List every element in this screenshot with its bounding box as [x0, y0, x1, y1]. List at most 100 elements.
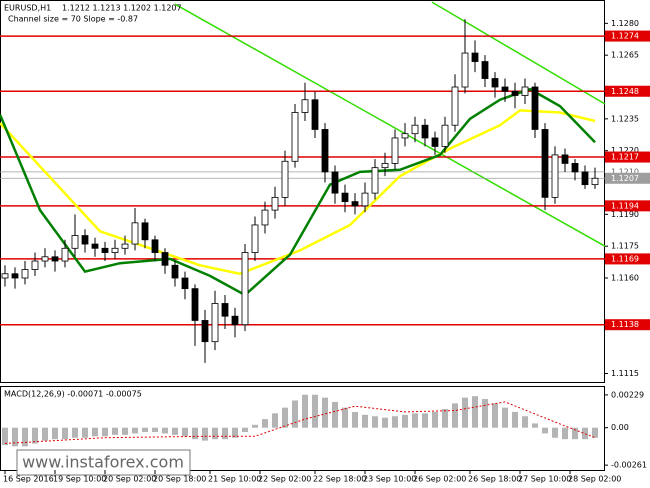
- macd-label: MACD(12,26,9) -0.00071 -0.00075: [4, 390, 142, 399]
- candle-body: [451, 86, 459, 126]
- main-panel: [0, 0, 605, 383]
- candle-body: [231, 315, 239, 326]
- candle-body: [31, 260, 39, 270]
- candle-body: [311, 99, 319, 130]
- macd-bar: [192, 427, 198, 440]
- level-label-bg: [605, 200, 650, 212]
- candle-body: [191, 288, 199, 321]
- candle-body: [1, 273, 9, 279]
- level-label: 1.1274: [611, 32, 639, 41]
- macd-bar: [482, 399, 488, 428]
- macd-bar: [72, 427, 78, 438]
- candle-body: [101, 247, 109, 253]
- y-tick-label: 1.1280: [611, 19, 639, 28]
- candle-body: [41, 256, 49, 262]
- macd-bar: [212, 427, 218, 440]
- candle-body: [251, 224, 259, 253]
- candle-body: [421, 124, 429, 139]
- price-label: 1.1207: [611, 174, 639, 183]
- candle-body: [171, 264, 179, 279]
- macd-bar: [242, 427, 248, 433]
- macd-bar: [572, 427, 578, 440]
- macd-tick-label: -0.00261: [611, 461, 647, 470]
- y-tick-label: 1.1235: [611, 114, 639, 123]
- macd-bar: [432, 411, 438, 428]
- macd-bar: [502, 407, 508, 428]
- moving-average: [0, 109, 596, 276]
- macd-bar: [512, 411, 518, 428]
- candle-body: [531, 86, 539, 130]
- macd-bar: [182, 427, 188, 437]
- candle-body: [21, 269, 29, 279]
- macd-bar: [362, 414, 368, 428]
- candle-body: [591, 177, 599, 186]
- level-label: 1.1194: [611, 201, 639, 210]
- candle-body: [141, 222, 149, 241]
- price-label: 1.1210: [611, 167, 639, 176]
- candle-body: [561, 154, 569, 164]
- candle-body: [291, 112, 299, 162]
- watermark-box: [16, 449, 191, 476]
- y-tick-label: 1.1220: [611, 146, 639, 155]
- candle-body: [51, 256, 59, 262]
- candle-body: [111, 247, 119, 253]
- y-tick-label: 1.1265: [611, 51, 639, 60]
- macd-bar: [402, 414, 408, 428]
- macd-bar: [32, 427, 38, 444]
- candle-body: [471, 52, 479, 62]
- macd-bar: [162, 427, 168, 434]
- candle-body: [301, 99, 309, 113]
- candle-body: [131, 222, 139, 245]
- level-label: 1.1217: [611, 153, 639, 162]
- macd-bar: [202, 427, 208, 441]
- candle-body: [11, 273, 19, 279]
- macd-bar: [462, 397, 468, 428]
- candle-body: [331, 171, 339, 194]
- candle-body: [341, 192, 349, 203]
- level-label: 1.1248: [611, 87, 639, 96]
- level-label-bg: [605, 319, 650, 331]
- candle-body: [501, 86, 509, 92]
- candle-body: [391, 137, 399, 164]
- y-tick-label: 1.1190: [611, 210, 639, 219]
- channel-line: [431, 1, 606, 105]
- macd-bar: [142, 427, 148, 433]
- macd-bar: [42, 427, 48, 441]
- macd-bar: [102, 427, 108, 437]
- macd-bar: [452, 403, 458, 428]
- level-label-bg: [605, 85, 650, 97]
- x-tick-label: 26 Sep 02:00: [413, 475, 466, 484]
- price-label-bg: [605, 172, 650, 184]
- macd-bar: [92, 427, 98, 437]
- macd-bar: [492, 403, 498, 428]
- x-tick-label: 21 Sep 10:00: [208, 475, 261, 484]
- candle-body: [91, 243, 99, 249]
- macd-bar: [442, 409, 448, 428]
- macd-bar: [342, 407, 348, 428]
- macd-bar: [522, 416, 528, 428]
- candle-body: [271, 196, 279, 211]
- level-label-bg: [605, 151, 650, 163]
- candle-body: [431, 137, 439, 147]
- y-tick-label: 1.1160: [611, 274, 639, 283]
- macd-bar: [392, 416, 398, 428]
- x-tick-label: 19 Sep 10:00: [53, 475, 106, 484]
- candle-body: [411, 124, 419, 135]
- candle-body: [151, 239, 159, 253]
- price-label-bg: [605, 166, 650, 178]
- y-tick-label: 1.1115: [611, 369, 639, 378]
- candle-body: [401, 133, 409, 139]
- candle-body: [261, 209, 269, 226]
- candle-body: [551, 154, 559, 198]
- macd-bar: [12, 427, 18, 447]
- macd-bar: [382, 417, 388, 428]
- macd-bar: [122, 427, 128, 435]
- candle-body: [321, 129, 329, 173]
- candle-body: [221, 303, 229, 317]
- x-tick-label: 20 Sep 18:00: [153, 475, 206, 484]
- macd-bar: [322, 397, 328, 428]
- macd-bar: [232, 427, 238, 438]
- macd-bar: [132, 427, 138, 434]
- candle-body: [281, 160, 289, 198]
